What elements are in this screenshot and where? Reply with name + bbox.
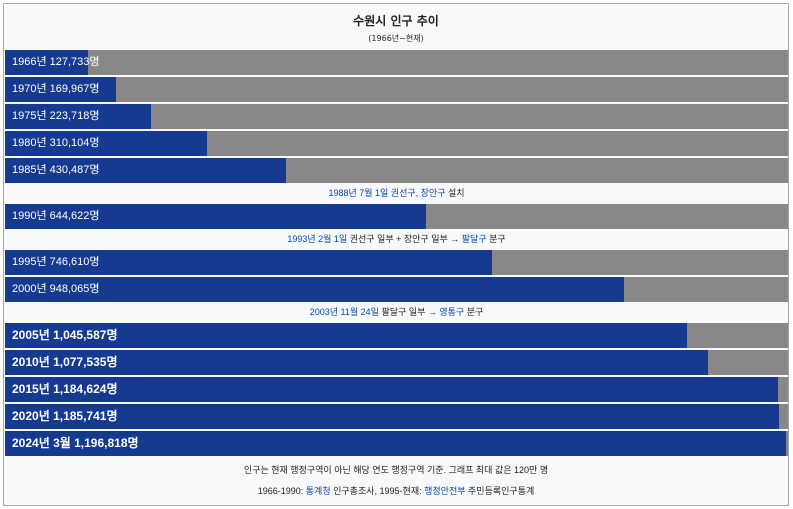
bar-row: 1995년 746,610명 xyxy=(5,250,788,275)
bar-row: 2000년 948,065명 xyxy=(5,277,788,302)
annotation-text: 분구 xyxy=(486,234,506,244)
source-prefix: 1966-1990: xyxy=(257,486,306,496)
bar-row: 2024년 3월 1,196,818명 xyxy=(5,431,788,456)
bar-label: 2000년 948,065명 xyxy=(12,283,100,295)
annotation-note: 1993년 2월 1일 권선구 일부 + 장안구 일부 → 팔달구 분구 xyxy=(5,230,788,248)
annotation-link[interactable]: 영통구 xyxy=(439,307,465,317)
bar-label: 1966년 127,733명 xyxy=(12,56,100,68)
bar-row: 1966년 127,733명 xyxy=(5,50,788,75)
annotation-note: 2003년 11월 24일 팔달구 일부 → 영통구 분구 xyxy=(5,303,788,321)
bar-row: 2020년 1,185,741명 xyxy=(5,404,788,429)
bar xyxy=(5,204,426,229)
annotation-link[interactable]: 2003년 11월 24일 xyxy=(309,307,379,317)
chart-title: 수원시 인구 추이 xyxy=(353,14,439,28)
source-link-mois[interactable]: 행정안전부 xyxy=(424,486,466,496)
bar xyxy=(5,323,688,348)
bar-row: 2005년 1,045,587명 xyxy=(5,323,788,348)
bar-label: 1970년 169,967명 xyxy=(12,83,100,95)
bar-label: 2020년 1,185,741명 xyxy=(12,409,118,423)
footer-source: 1966-1990: 통계청 인구총조사, 1995-현재: 행정안전부 주민등… xyxy=(4,484,788,497)
bar-label: 2015년 1,184,624명 xyxy=(12,382,118,396)
annotation-link[interactable]: 1988년 7월 1일 권선구, 장안구 xyxy=(328,188,446,198)
bar-row: 1990년 644,622명 xyxy=(5,204,788,229)
bar xyxy=(5,431,786,456)
annotation-link[interactable]: 1993년 2월 1일 xyxy=(287,234,348,244)
bar xyxy=(5,350,709,375)
annotation-text: 권선구 일부 + 장안구 일부 → xyxy=(347,234,462,244)
bar xyxy=(5,404,779,429)
bar-label: 2024년 3월 1,196,818명 xyxy=(12,436,139,450)
bar-row: 1975년 223,718명 xyxy=(5,104,788,129)
bar xyxy=(5,104,151,129)
source-suffix: 주민등록인구통계 xyxy=(465,486,535,496)
annotation-text: 분구 xyxy=(464,307,484,317)
bar xyxy=(5,250,493,275)
population-chart: 수원시 인구 추이 (1966년~현재) 1966년 127,733명 1970년… xyxy=(3,3,789,506)
bar-label: 1975년 223,718명 xyxy=(12,110,100,122)
footer-note: 인구는 현재 행정구역이 아닌 해당 연도 행정구역 기준. 그래프 최대 값은… xyxy=(243,465,549,475)
bar-row: 2010년 1,077,535명 xyxy=(5,350,788,375)
bar-label: 1990년 644,622명 xyxy=(12,210,100,222)
bar-label: 2005년 1,045,587명 xyxy=(12,328,118,342)
bar-row: 1985년 430,487명 xyxy=(5,158,788,183)
chart-subtitle: (1966년~현재) xyxy=(368,34,424,43)
bar-row: 1980년 310,104명 xyxy=(5,131,788,156)
annotation-note: 1988년 7월 1일 권선구, 장안구 설치 xyxy=(5,184,788,202)
source-mid: 인구총조사, 1995-현재: xyxy=(330,486,425,496)
bar xyxy=(5,50,89,75)
bar xyxy=(5,277,624,302)
bar-row: 2015년 1,184,624명 xyxy=(5,377,788,402)
bar xyxy=(5,158,286,183)
bar-row: 1970년 169,967명 xyxy=(5,77,788,102)
bar xyxy=(5,77,116,102)
bar xyxy=(5,131,208,156)
annotation-link[interactable]: 팔달구 xyxy=(461,234,487,244)
bar-label: 1985년 430,487명 xyxy=(12,164,100,176)
bar xyxy=(5,377,778,402)
bar-label: 2010년 1,077,535명 xyxy=(12,355,118,369)
bar-label: 1995년 746,610명 xyxy=(12,256,100,268)
source-link-kostat[interactable]: 통계청 xyxy=(305,486,331,496)
annotation-text: 설치 xyxy=(445,188,465,198)
bar-label: 1980년 310,104명 xyxy=(12,137,100,149)
annotation-text: 팔달구 일부 → xyxy=(378,307,440,317)
